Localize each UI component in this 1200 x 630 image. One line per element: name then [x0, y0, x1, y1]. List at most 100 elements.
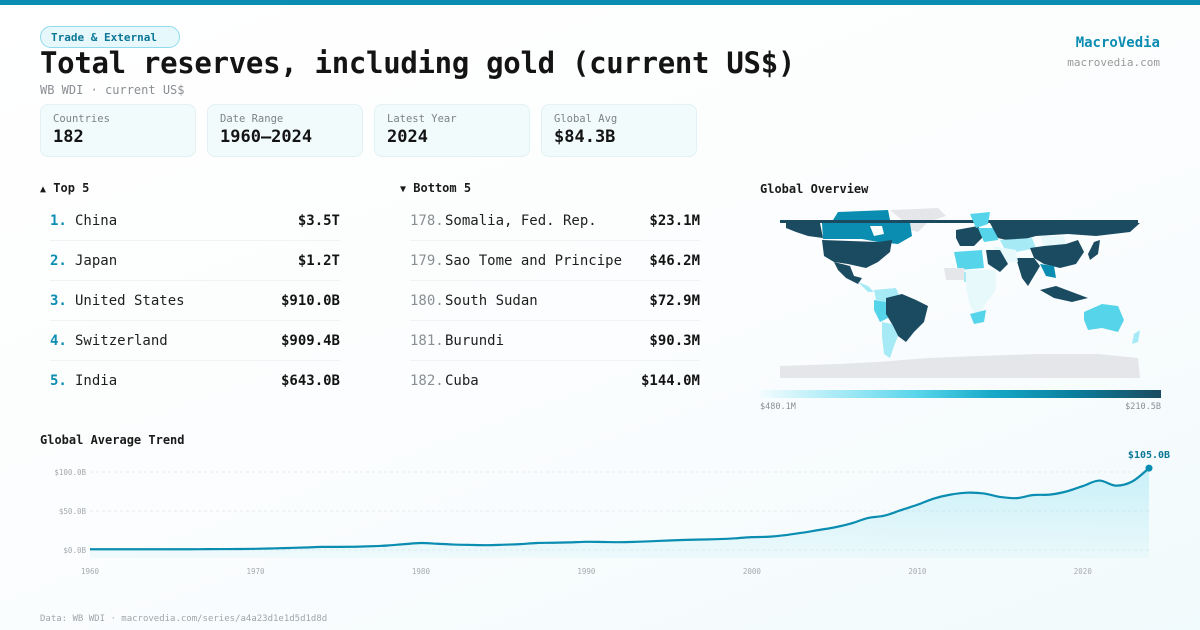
- list-item[interactable]: 179. Sao Tome and Principe $46.2M: [410, 241, 700, 281]
- stat-value: 1960–2024: [220, 127, 313, 147]
- svg-text:$50.0B: $50.0B: [59, 507, 87, 516]
- country-name: United States: [75, 292, 185, 309]
- svg-text:$100.0B: $100.0B: [54, 468, 86, 477]
- svg-text:$0.0B: $0.0B: [63, 546, 86, 555]
- kazakhstan[interactable]: [1000, 238, 1036, 252]
- legend-max-label: $210.5B: [1125, 402, 1161, 412]
- bottom5-title: Bottom 5: [413, 181, 472, 195]
- country-name: Burundi: [445, 332, 505, 349]
- y-axis-ticks: $0.0B $50.0B $100.0B: [54, 468, 86, 555]
- country-value: $72.9M: [649, 292, 700, 309]
- bottom5-heading: ▼ Bottom 5: [400, 181, 700, 201]
- stat-value: $84.3B: [554, 127, 616, 147]
- hudson-bay: [870, 226, 884, 236]
- trend-chart[interactable]: $0.0B $50.0B $100.0B 1960 1970 1980 1990 2000 2…: [0, 440, 1200, 590]
- triangle-down-icon: ▼: [400, 184, 407, 195]
- list-item[interactable]: 178. Somalia, Fed. Rep. $23.1M: [410, 201, 700, 241]
- australia[interactable]: [1084, 304, 1124, 332]
- trend-line[interactable]: [90, 467, 1150, 551]
- brand-logo[interactable]: MacroVedia: [1075, 35, 1160, 51]
- country-name: Cuba: [445, 373, 479, 389]
- stat-card-latest-year: Latest Year 2024: [374, 104, 530, 157]
- top-accent-bar: [0, 0, 1200, 5]
- country-value: $910.0B: [280, 292, 340, 309]
- china[interactable]: [1030, 240, 1084, 268]
- list-item[interactable]: 4. Switzerland $909.4B: [50, 321, 340, 361]
- peru[interactable]: [874, 300, 888, 322]
- svg-text:1970: 1970: [246, 567, 265, 576]
- legend-min-label: $480.1M: [760, 402, 796, 412]
- svg-text:1960: 1960: [81, 567, 100, 576]
- middle-east[interactable]: [986, 250, 1008, 272]
- central-america[interactable]: [858, 282, 874, 292]
- list-item[interactable]: 182. Cuba $144.0M: [410, 361, 700, 401]
- list-item[interactable]: 181. Burundi $90.3M: [410, 321, 700, 361]
- europe-west[interactable]: [956, 226, 984, 246]
- arctic-strip: [780, 220, 1138, 223]
- west-africa[interactable]: [944, 268, 966, 280]
- brazil[interactable]: [886, 294, 928, 342]
- rank: 1.: [50, 212, 67, 229]
- north-africa[interactable]: [954, 250, 984, 270]
- country-name: South Sudan: [445, 292, 538, 309]
- country-value: $1.2T: [297, 252, 340, 269]
- stat-label: Date Range: [220, 113, 284, 125]
- stat-value: 2024: [387, 127, 428, 147]
- country-value: $3.5T: [297, 212, 340, 229]
- rank: 180.: [410, 292, 444, 309]
- stat-card-countries: Countries 182: [40, 104, 196, 157]
- russia[interactable]: [990, 223, 1140, 242]
- map-title: Global Overview: [760, 182, 869, 196]
- list-item[interactable]: 1. China $3.5T: [50, 201, 340, 241]
- svg-text:1980: 1980: [412, 567, 431, 576]
- country-name: China: [75, 212, 118, 229]
- alaska[interactable]: [786, 223, 823, 238]
- top5-list: ▲ Top 5 1. China $3.5T 2. Japan $1.2T 3.…: [40, 181, 340, 401]
- list-item[interactable]: 5. India $643.0B: [50, 361, 340, 401]
- rank: 179.: [410, 252, 444, 269]
- color-scale-legend: [760, 390, 1161, 398]
- scandinavia[interactable]: [970, 212, 990, 228]
- southern-cone[interactable]: [882, 322, 898, 358]
- arctic-canada[interactable]: [833, 210, 890, 222]
- mongolia[interactable]: [1040, 236, 1066, 246]
- last-point-marker[interactable]: [1145, 464, 1153, 472]
- svg-text:2020: 2020: [1074, 567, 1093, 576]
- stat-card-global-avg: Global Avg $84.3B: [541, 104, 697, 157]
- category-tag[interactable]: Trade & External: [40, 26, 180, 48]
- country-value: $643.0B: [280, 373, 340, 389]
- indonesia[interactable]: [1040, 286, 1088, 302]
- southeast-asia[interactable]: [1040, 264, 1056, 278]
- brand-url[interactable]: macrovedia.com: [1067, 56, 1160, 69]
- rank: 4.: [50, 332, 67, 349]
- rank: 3.: [50, 292, 67, 309]
- south-africa[interactable]: [970, 310, 986, 324]
- stat-label: Countries: [53, 113, 110, 125]
- india[interactable]: [1016, 258, 1040, 286]
- country-name: Sao Tome and Principe: [445, 252, 623, 269]
- canada[interactable]: [822, 223, 912, 244]
- country-value: $909.4B: [280, 332, 340, 349]
- list-item[interactable]: 180. South Sudan $72.9M: [410, 281, 700, 321]
- bottom5-list: ▼ Bottom 5 178. Somalia, Fed. Rep. $23.1…: [400, 181, 700, 401]
- world-choropleth-map[interactable]: [778, 206, 1168, 381]
- country-name: Japan: [75, 252, 118, 269]
- stat-value: 182: [53, 127, 84, 147]
- svg-text:1990: 1990: [577, 567, 596, 576]
- list-item[interactable]: 2. Japan $1.2T: [50, 241, 340, 281]
- last-value-label: $105.0B: [1128, 450, 1170, 461]
- country-value: $144.0M: [640, 373, 700, 389]
- mexico[interactable]: [834, 262, 862, 284]
- svg-text:2000: 2000: [743, 567, 762, 576]
- central-africa[interactable]: [966, 270, 996, 318]
- page-subtitle: WB WDI · current US$: [40, 83, 185, 97]
- list-item[interactable]: 3. United States $910.0B: [50, 281, 340, 321]
- x-axis-ticks: 1960 1970 1980 1990 2000 2010 2020: [81, 567, 1092, 576]
- japan[interactable]: [1088, 240, 1100, 260]
- stat-card-date-range: Date Range 1960–2024: [207, 104, 363, 157]
- new-zealand[interactable]: [1132, 330, 1140, 344]
- united-states[interactable]: [822, 240, 892, 268]
- eastern-europe[interactable]: [978, 228, 998, 242]
- page-title: Total reserves, including gold (current …: [40, 46, 796, 80]
- country-name: Somalia, Fed. Rep.: [445, 212, 597, 229]
